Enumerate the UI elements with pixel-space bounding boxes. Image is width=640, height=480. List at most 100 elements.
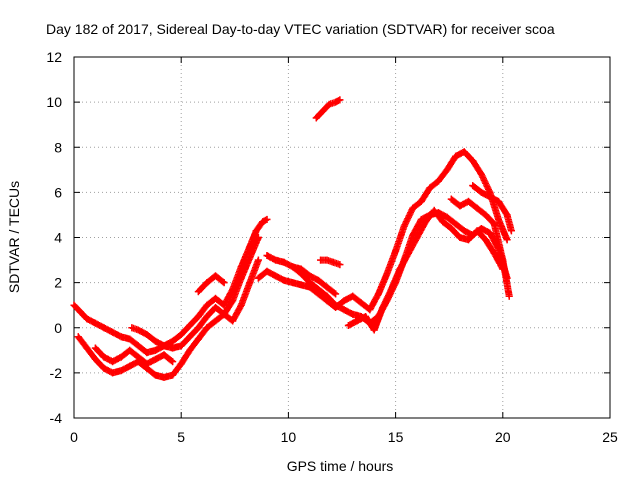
data-point <box>404 249 412 257</box>
data-point <box>340 297 348 305</box>
data-point <box>246 254 254 262</box>
data-point <box>413 234 421 241</box>
data-point <box>370 326 378 334</box>
data-point <box>280 258 288 266</box>
data-point <box>383 270 391 278</box>
data-point <box>177 331 185 339</box>
data-point <box>194 288 202 296</box>
data-point <box>482 211 490 219</box>
data-point <box>134 326 142 334</box>
data-point <box>417 215 425 223</box>
data-point <box>434 177 442 185</box>
data-point <box>323 297 331 305</box>
data-point <box>289 263 297 271</box>
data-point <box>134 353 142 361</box>
data-point <box>317 256 325 264</box>
data-point <box>272 256 280 264</box>
data-point <box>443 213 451 221</box>
data-point <box>100 324 108 332</box>
data-point <box>482 236 490 244</box>
data-point <box>400 222 408 230</box>
data-point <box>452 152 460 160</box>
data-point <box>194 312 202 320</box>
data-point <box>332 290 340 298</box>
data-point <box>464 236 472 244</box>
data-point <box>409 204 417 212</box>
data-point <box>220 301 228 309</box>
grid <box>74 57 610 418</box>
data-point <box>254 274 262 282</box>
data-point <box>151 371 159 379</box>
data-point <box>186 321 194 329</box>
data-point <box>263 267 271 275</box>
data-point <box>186 333 194 341</box>
data-point <box>477 224 485 232</box>
data-point <box>460 227 468 235</box>
data-point <box>203 312 211 320</box>
data-point <box>151 346 159 354</box>
data-point <box>456 202 464 210</box>
data-point <box>503 236 511 244</box>
data-point <box>297 281 305 289</box>
series-track-12 <box>317 256 344 269</box>
data-point <box>289 279 297 287</box>
data-point <box>314 276 322 284</box>
data-point <box>357 299 365 307</box>
y-tick-label: 6 <box>54 184 62 200</box>
data-point <box>169 337 177 345</box>
series-track-9 <box>447 195 513 300</box>
data-point <box>117 333 125 341</box>
data-point <box>263 252 271 260</box>
data-point <box>212 317 220 325</box>
series-track-13 <box>312 96 344 122</box>
data-point <box>177 360 185 368</box>
data-point <box>325 100 333 108</box>
data-point <box>83 344 91 352</box>
data-point <box>203 279 211 287</box>
data-point <box>229 317 237 325</box>
series-track-2 <box>74 234 262 381</box>
data-point <box>452 220 460 228</box>
series-track-4 <box>91 344 177 368</box>
data-point <box>312 114 320 122</box>
data-point <box>186 346 194 354</box>
data-point <box>280 276 288 284</box>
data-point <box>143 360 151 368</box>
data-point <box>340 306 348 314</box>
data-point <box>374 290 382 298</box>
y-tick-label: 4 <box>54 230 62 246</box>
series-track-1 <box>70 215 271 357</box>
data-point <box>495 215 503 223</box>
data-point <box>263 215 271 223</box>
y-tick-label: -2 <box>50 365 63 381</box>
data-point <box>456 234 464 241</box>
data-point <box>477 170 485 178</box>
data-point <box>336 261 344 269</box>
data-point <box>203 301 211 309</box>
data-point <box>212 294 220 302</box>
data-point <box>336 96 344 104</box>
data-point <box>76 308 84 316</box>
data-point <box>220 279 228 287</box>
data-point <box>126 346 134 354</box>
axis-ticks: 0 5 10 15 20 25 -4 -2 0 2 4 6 8 10 12 <box>46 49 618 445</box>
data-point <box>143 331 151 339</box>
data-point <box>272 272 280 280</box>
data-point <box>128 324 136 332</box>
data-point <box>362 312 370 320</box>
x-tick-label: 20 <box>495 429 511 445</box>
y-tick-label: 2 <box>54 275 62 291</box>
data-point <box>109 358 117 366</box>
data-point <box>83 315 91 323</box>
data-point <box>237 274 245 282</box>
data-point <box>344 321 352 329</box>
data-point <box>220 310 228 318</box>
x-tick-label: 5 <box>177 429 185 445</box>
data-point <box>323 256 331 264</box>
data-point <box>464 197 472 205</box>
data-point <box>503 211 511 219</box>
data-point <box>126 335 134 343</box>
series-track-10 <box>469 182 515 235</box>
series-track-3 <box>128 256 262 352</box>
